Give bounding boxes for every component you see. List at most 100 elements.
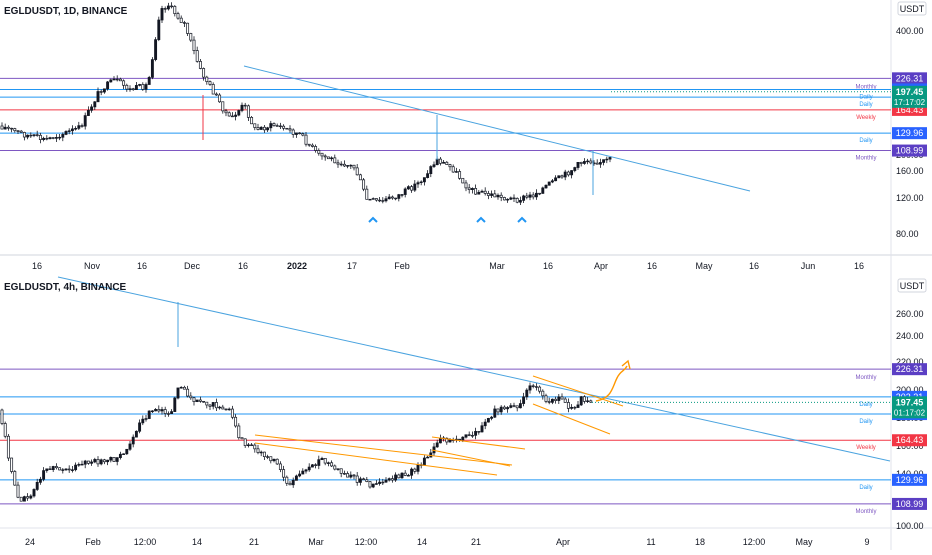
candle-body [224,408,228,411]
candle-body [166,413,170,415]
x-tick-label: 9 [864,537,869,547]
candle-body [518,200,522,203]
price-badge[interactable] [892,85,927,108]
currency-badge-4h[interactable] [897,278,927,293]
x-tick-label: May [795,537,813,547]
candle-body [291,480,295,486]
candle-body [563,398,567,403]
candle-body [589,160,593,164]
candle-body [179,386,183,389]
trend-line[interactable] [57,276,891,462]
candle-body [403,472,407,476]
channel-line[interactable] [532,375,624,407]
candle-body [51,137,55,139]
candle-body [67,468,71,471]
candle-body [128,443,132,450]
candle-body [272,123,276,126]
candle-body [410,186,414,191]
candle-body [102,459,106,463]
candle-body [576,404,580,408]
candle-body [275,458,279,465]
channel-line[interactable] [254,442,498,476]
candle-body [189,395,193,399]
channel-line[interactable] [431,449,511,467]
bounce-marker [517,216,527,223]
candle-body [147,410,151,419]
projection-arrowhead [621,359,631,370]
level-badge-daily[interactable] [892,127,927,140]
candle-body [506,198,510,201]
level-badge-monthly[interactable] [892,72,927,85]
candle-body [410,468,414,476]
candle-body [19,130,23,133]
candle-body [320,152,324,157]
candle-body [144,418,148,420]
4h-chart-pane[interactable]: 100.00120.00140.00160.00180.00200.00220.… [0,276,927,547]
candle-body [134,430,138,438]
candle-body [576,161,580,168]
daily-chart-pane[interactable]: 80.00120.00160.00200.00240.00280.00320.0… [0,2,927,271]
projection-arrow[interactable] [595,365,628,402]
level-badge-label: 226.31 [896,73,924,83]
x-tick-label: 16 [137,261,147,271]
candle-body [304,469,308,472]
candle-body [400,194,404,196]
candle-body [80,463,84,466]
candle-body [499,406,503,413]
candle-body [272,458,276,462]
currency-badge-daily[interactable] [897,1,927,16]
candle-body [208,81,212,85]
candle-body [470,188,474,190]
candle-body [374,483,378,485]
x-tick-label: 16 [32,261,42,271]
candle-body [336,468,340,470]
level-badge-weekly[interactable] [892,434,927,447]
candle-body [230,408,234,418]
candle-body [368,198,372,201]
candle-body [371,198,375,200]
candle-body [525,195,529,198]
price-badge[interactable] [892,396,927,419]
level-badge-monthly[interactable] [892,363,927,376]
x-tick-label: 16 [749,261,759,271]
candle-body [32,489,36,497]
level-badge-monthly[interactable] [892,144,927,157]
channel-line[interactable] [532,403,611,435]
candle-body [579,396,583,406]
channel-line[interactable] [254,434,513,466]
candles-group[interactable] [0,382,593,502]
candle-body [214,402,218,409]
trend-line[interactable] [243,65,751,192]
candle-body [371,483,375,488]
candle-body [330,157,334,160]
candle-body [390,196,394,199]
candle-body [218,94,222,103]
candle-body [560,396,564,400]
candle-body [464,182,468,189]
candle-body [282,469,286,478]
candle-body [38,134,42,140]
candle-body [118,78,122,82]
level-badge-monthly[interactable] [892,497,927,510]
candles-group[interactable] [0,2,612,206]
x-tick-label: 16 [854,261,864,271]
candle-body [397,194,401,199]
x-tick-label: 21 [249,537,259,547]
candle-body [557,175,561,179]
level-badge-daily[interactable] [892,473,927,486]
x-tick-label: 16 [238,261,248,271]
candle-body [570,406,574,409]
candle-body [326,156,330,160]
4h-chart-title: EGLDUSDT, 4h, BINANCE [4,282,127,293]
candle-body [109,457,113,461]
candle-body [259,451,263,454]
channel-line[interactable] [431,436,526,450]
candle-body [45,137,49,140]
candle-body [474,188,478,195]
candle-body [29,495,33,499]
candle-body [403,188,407,195]
candle-body [83,460,87,465]
candle-body [477,431,481,433]
